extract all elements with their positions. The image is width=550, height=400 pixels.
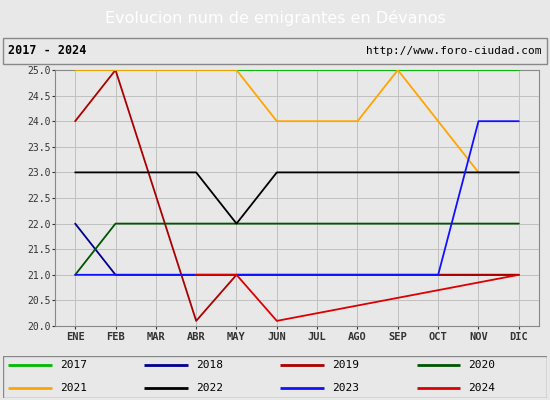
Text: 2019: 2019 (332, 360, 359, 370)
Text: http://www.foro-ciudad.com: http://www.foro-ciudad.com (366, 46, 542, 56)
Text: 2022: 2022 (196, 383, 223, 393)
Text: 2020: 2020 (468, 360, 496, 370)
Text: 2017: 2017 (60, 360, 87, 370)
Text: 2021: 2021 (60, 383, 87, 393)
Text: 2023: 2023 (332, 383, 359, 393)
Bar (3, 38, 547, 64)
Text: Evolucion num de emigrantes en Dévanos: Evolucion num de emigrantes en Dévanos (104, 10, 446, 26)
Text: 2024: 2024 (468, 383, 496, 393)
Text: 2018: 2018 (196, 360, 223, 370)
Text: 2017 - 2024: 2017 - 2024 (8, 44, 87, 58)
